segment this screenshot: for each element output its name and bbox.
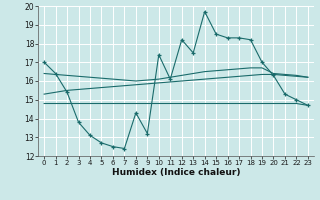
X-axis label: Humidex (Indice chaleur): Humidex (Indice chaleur) [112,168,240,177]
